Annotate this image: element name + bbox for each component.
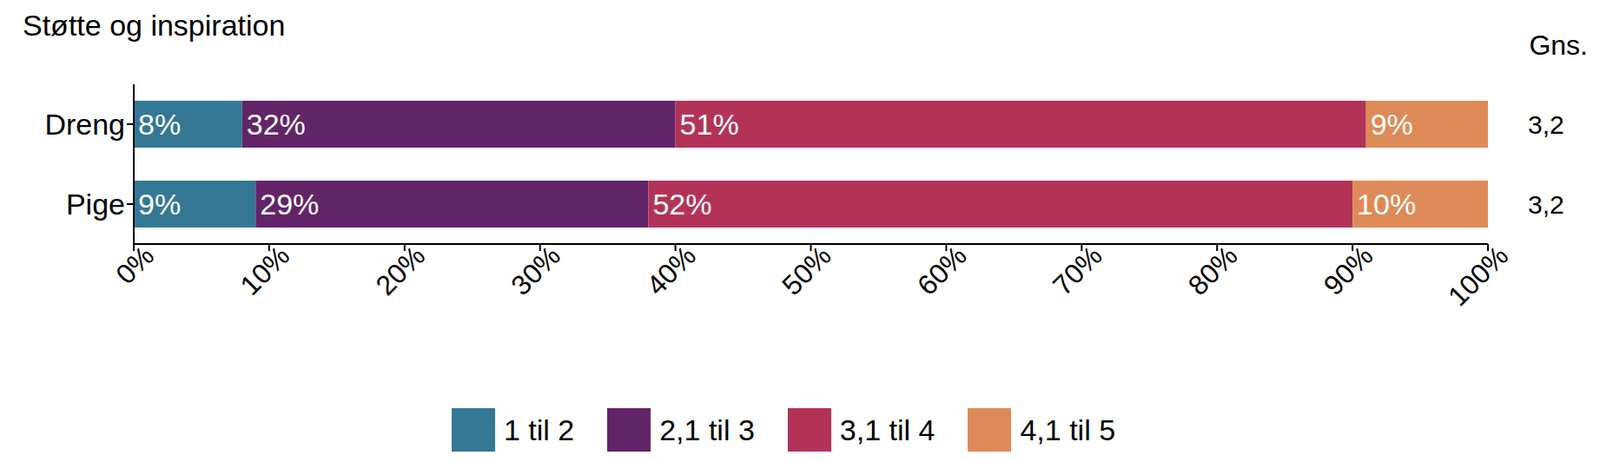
svg-text:50%: 50% (775, 239, 838, 302)
svg-text:8%: 8% (138, 107, 181, 141)
svg-text:Pige: Pige (66, 187, 126, 221)
svg-text:10%: 10% (1356, 187, 1416, 221)
svg-text:52%: 52% (652, 187, 712, 221)
svg-text:60%: 60% (911, 239, 973, 302)
svg-text:30%: 30% (504, 239, 567, 302)
svg-text:40%: 40% (640, 239, 702, 302)
svg-text:90%: 90% (1317, 239, 1380, 302)
html-text:4,1 til 5: 4,1 til 5 (1020, 413, 1116, 447)
html-text:Støtte og inspiration: Støtte og inspiration (22, 8, 286, 42)
svg-text:3,2: 3,2 (1527, 190, 1565, 219)
svg-text:3,2: 3,2 (1527, 110, 1565, 139)
svg-text:29%: 29% (259, 187, 319, 221)
svg-text:80%: 80% (1182, 239, 1244, 302)
html-text:2,1 til 3: 2,1 til 3 (659, 413, 755, 447)
svg-text:20%: 20% (369, 239, 431, 302)
svg-text:70%: 70% (1046, 239, 1109, 302)
svg-text:9%: 9% (1370, 107, 1414, 141)
svg-text:10%: 10% (234, 239, 297, 302)
svg-text:0%: 0% (109, 239, 160, 291)
svg-text:51%: 51% (680, 107, 740, 141)
html-text:3,1 til 4: 3,1 til 4 (839, 413, 935, 447)
html-text:Gns.: Gns. (1529, 29, 1588, 61)
svg-text:Dreng: Dreng (44, 107, 126, 141)
svg-text:100%: 100% (1441, 239, 1515, 312)
svg-text:32%: 32% (246, 107, 306, 141)
html-text:1 til 2: 1 til 2 (503, 413, 575, 447)
svg-text:9%: 9% (138, 187, 181, 221)
